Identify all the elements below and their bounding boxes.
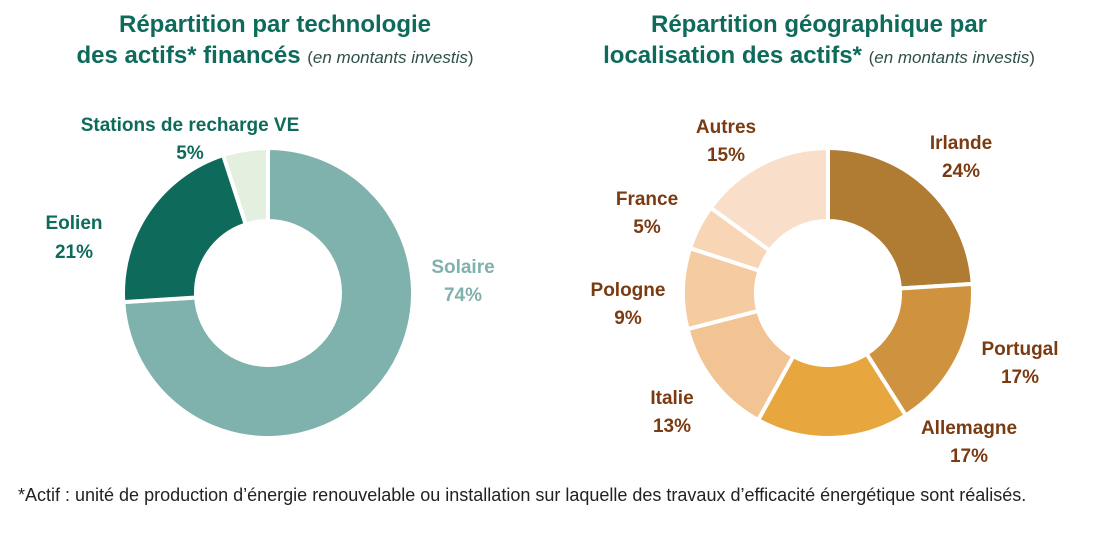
geography-title-line1: Répartition géographique par	[650, 11, 988, 38]
geography-title-line2: localisation des actifs* (en montants in…	[603, 42, 1035, 69]
slice-solaire	[121, 145, 415, 440]
slice-value-italie: 13%	[653, 416, 691, 437]
slice-value-irlande: 24%	[942, 161, 980, 182]
slice-label-eolien: Eolien	[45, 213, 102, 234]
slice-label-france: France	[616, 189, 678, 210]
technology-title-note: (en montants investis)	[307, 48, 474, 67]
slice-allemagne	[755, 351, 909, 440]
slice-label-stations-de-recharge-ve: Stations de recharge VE	[81, 115, 300, 136]
slice-label-pologne: Pologne	[591, 280, 666, 301]
slice-portugal	[863, 281, 975, 419]
slice-eolien	[121, 152, 249, 305]
slice-label-irlande: Irlande	[930, 133, 992, 154]
slice-value-solaire: 74%	[444, 285, 482, 306]
footnote: *Actif : unité de production d’énergie r…	[18, 485, 1027, 505]
slice-value-portugal: 17%	[1001, 367, 1039, 388]
geography-title-note: (en montants investis)	[868, 48, 1035, 67]
slice-label-solaire: Solaire	[431, 257, 494, 278]
geography-chart-title: Répartition géographique par localisatio…	[545, 9, 1093, 73]
slice-label-italie: Italie	[650, 388, 693, 409]
slice-value-eolien: 21%	[55, 242, 93, 263]
slice-label-allemagne: Allemagne	[921, 418, 1017, 439]
slice-label-portugal: Portugal	[981, 339, 1058, 360]
slice-stations-de-recharge-ve	[220, 145, 270, 228]
slice-value-allemagne: 17%	[950, 446, 988, 467]
technology-title-line2: des actifs* financés (en montants invest…	[76, 42, 474, 69]
slice-irlande	[826, 145, 975, 291]
technology-chart-title: Répartition par technologie des actifs* …	[10, 9, 540, 73]
technology-title-line1: Répartition par technologie	[118, 11, 432, 38]
slice-label-autres: Autres	[696, 117, 756, 138]
slice-value-autres: 15%	[707, 145, 745, 166]
slice-autres	[707, 145, 830, 254]
slice-value-stations-de-recharge-ve: 5%	[176, 143, 204, 164]
slice-value-pologne: 9%	[614, 308, 642, 329]
slice-value-france: 5%	[633, 217, 661, 238]
